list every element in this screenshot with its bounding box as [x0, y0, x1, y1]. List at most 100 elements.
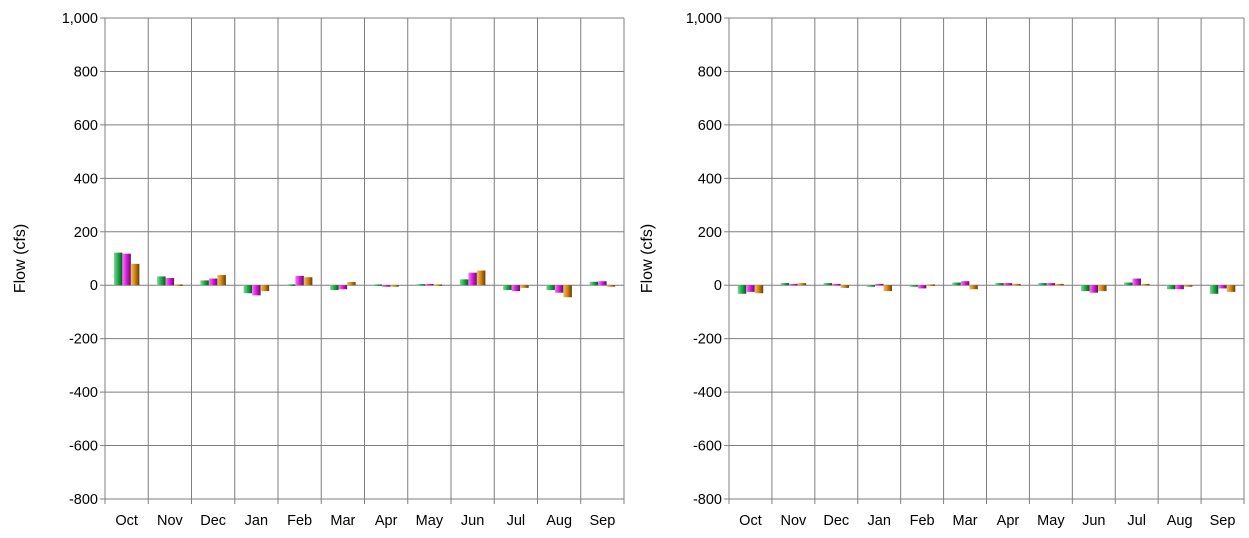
x-tick-label: Nov [780, 513, 807, 529]
bar-series-2 [960, 281, 970, 286]
bar-series-3 [260, 285, 270, 292]
bar-series-3 [303, 277, 313, 286]
bar-series-3 [433, 284, 443, 286]
x-tick-label: May [416, 513, 444, 529]
x-tick-label: Feb [910, 513, 935, 529]
bar-series-2 [598, 281, 607, 286]
chart-right: 1,000 800 600 400 200 0 -200 -400 -600 -800 Oct Nov… [639, 11, 1245, 529]
x-tick-label: Jun [1082, 513, 1105, 529]
y-tick-label: -800 [693, 492, 722, 508]
y-tick-label: -400 [693, 385, 722, 401]
bar-series-1 [1209, 285, 1219, 294]
bar-series-3 [347, 282, 356, 286]
y-tick-label: 0 [714, 278, 722, 294]
x-tick-label: Jul [1127, 513, 1146, 529]
bar-series-1 [416, 284, 426, 286]
bar-series-2 [1003, 283, 1013, 286]
bar-series-1 [1166, 285, 1176, 290]
x-tick-label: Jul [507, 513, 526, 529]
bar-series-2 [874, 283, 884, 286]
bar-series-1 [243, 285, 253, 294]
bar-series-3 [130, 263, 140, 286]
x-tick-label: Oct [739, 513, 762, 529]
y-tick-label: -600 [693, 439, 722, 455]
bar-series-2 [554, 285, 564, 293]
bar-series-3 [926, 284, 935, 286]
bar-series-3 [390, 285, 399, 287]
bar-series-1 [589, 281, 599, 286]
y-tick-label: 200 [698, 225, 722, 241]
x-tick-label: Jan [245, 513, 268, 529]
x-tick-label: Sep [1210, 513, 1236, 529]
bar-series-3 [217, 275, 226, 286]
bar-series-2 [425, 283, 434, 286]
y-tick-label: 1,000 [686, 11, 722, 27]
bar-series-1 [157, 276, 166, 286]
bar-series-2 [381, 285, 391, 287]
bar-series-3 [476, 270, 486, 286]
x-tick-label: Apr [997, 513, 1020, 529]
bar-series-1 [286, 284, 296, 286]
bar-series-2 [832, 283, 841, 286]
bar-series-3 [563, 285, 572, 298]
bar-series-3 [1098, 285, 1107, 292]
bar-series-3 [969, 285, 978, 290]
bar-series-1 [503, 285, 512, 291]
bar-series-1 [780, 283, 790, 286]
y-tick-label: 600 [698, 118, 722, 134]
x-tick-label: Jan [868, 513, 891, 529]
y-tick-label: 800 [698, 64, 722, 80]
y-tick-label: 200 [74, 225, 98, 241]
x-tick-label: Sep [589, 513, 615, 529]
x-tick-label: Apr [375, 513, 398, 529]
y-axis-title: Flow (cfs) [12, 224, 29, 293]
bar-series-1 [737, 285, 747, 294]
y-tick-label: 400 [74, 171, 98, 187]
bar-series-2 [1132, 278, 1141, 286]
bar-series-1 [1038, 283, 1047, 286]
bar-series-3 [1055, 283, 1064, 286]
bar-series-2 [295, 275, 304, 286]
bar-series-1 [459, 279, 469, 286]
bar-series-2 [338, 285, 348, 290]
bar-series-3 [1183, 285, 1193, 287]
x-tick-label: Dec [823, 513, 849, 529]
x-tick-label: Aug [546, 513, 572, 529]
bar-series-2 [252, 285, 261, 296]
bar-series-1 [1081, 285, 1090, 292]
bar-series-1 [200, 280, 209, 286]
x-tick-label: May [1037, 513, 1065, 529]
y-tick-label: -400 [69, 385, 98, 401]
bar-series-3 [754, 285, 764, 294]
bar-series-2 [746, 285, 755, 292]
bar-series-3 [520, 285, 529, 288]
bar-series-1 [330, 285, 339, 291]
bar-series-1 [373, 284, 382, 286]
bar-series-2 [1089, 285, 1099, 293]
bar-series-3 [883, 285, 892, 292]
chart-left: 1,000 800 600 400 200 0 -200 -400 -600 -800 Oct Nov… [12, 11, 625, 529]
y-tick-label: -200 [69, 332, 98, 348]
bar-series-2 [468, 272, 477, 286]
bar-series-3 [1226, 285, 1236, 292]
bar-series-1 [1123, 282, 1133, 286]
x-tick-label: Dec [200, 513, 226, 529]
y-tick-label: -200 [693, 332, 722, 348]
x-tick-label: Feb [287, 513, 312, 529]
y-tick-label: 1,000 [62, 11, 98, 27]
bar-series-1 [113, 252, 123, 286]
bar-series-2 [511, 285, 521, 292]
x-tick-label: Oct [115, 513, 138, 529]
bar-series-3 [840, 285, 850, 288]
bar-series-3 [1140, 283, 1150, 286]
bar-series-1 [952, 282, 961, 286]
bar-series-2 [789, 283, 798, 286]
bar-series-3 [606, 285, 616, 287]
bar-series-3 [174, 284, 183, 286]
bar-series-1 [866, 285, 875, 287]
y-tick-label: -600 [69, 439, 98, 455]
y-tick-label: 400 [698, 171, 722, 187]
bar-series-2 [1218, 285, 1227, 289]
x-tick-label: Jun [461, 513, 484, 529]
y-tick-label: 800 [74, 64, 98, 80]
